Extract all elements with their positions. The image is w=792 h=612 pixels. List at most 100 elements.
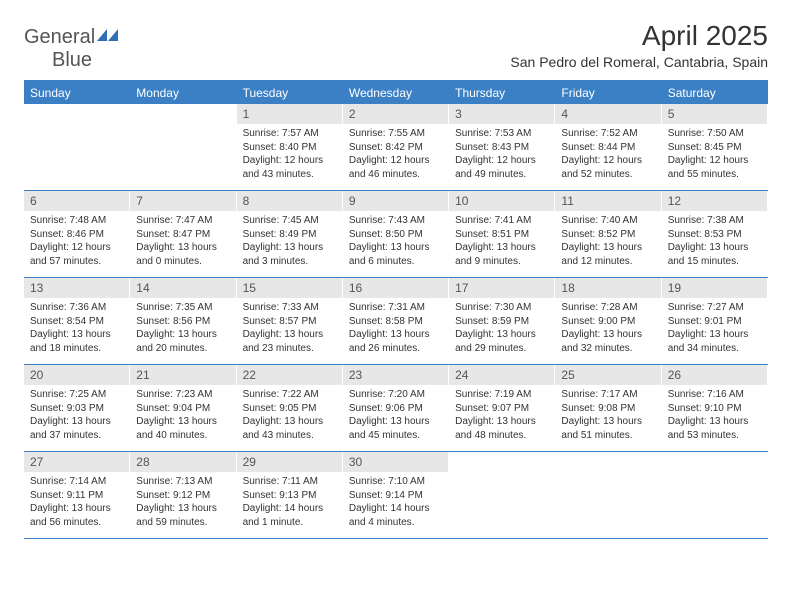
day-number: 14	[130, 278, 235, 298]
week-row: 1Sunrise: 7:57 AMSunset: 8:40 PMDaylight…	[24, 104, 768, 191]
sunset-line: Sunset: 8:52 PM	[561, 228, 654, 242]
daylight-line: Daylight: 13 hours and 51 minutes.	[561, 415, 654, 442]
daylight-line: Daylight: 13 hours and 6 minutes.	[349, 241, 442, 268]
day-cell: 19Sunrise: 7:27 AMSunset: 9:01 PMDayligh…	[662, 278, 768, 364]
daylight-line: Daylight: 13 hours and 45 minutes.	[349, 415, 442, 442]
day-number: 30	[343, 452, 448, 472]
sunset-line: Sunset: 9:05 PM	[243, 402, 336, 416]
weeks-container: 1Sunrise: 7:57 AMSunset: 8:40 PMDaylight…	[24, 104, 768, 539]
empty-cell	[130, 104, 236, 190]
daylight-line: Daylight: 13 hours and 43 minutes.	[243, 415, 336, 442]
day-details: Sunrise: 7:30 AMSunset: 8:59 PMDaylight:…	[449, 298, 554, 361]
sunrise-line: Sunrise: 7:17 AM	[561, 388, 654, 402]
daylight-line: Daylight: 13 hours and 15 minutes.	[668, 241, 761, 268]
day-of-week-header: SundayMondayTuesdayWednesdayThursdayFrid…	[24, 82, 768, 104]
sunset-line: Sunset: 9:07 PM	[455, 402, 548, 416]
day-details: Sunrise: 7:25 AMSunset: 9:03 PMDaylight:…	[24, 385, 129, 448]
day-cell: 18Sunrise: 7:28 AMSunset: 9:00 PMDayligh…	[555, 278, 661, 364]
sunset-line: Sunset: 9:14 PM	[349, 489, 442, 503]
calendar-grid: SundayMondayTuesdayWednesdayThursdayFrid…	[24, 80, 768, 539]
day-details: Sunrise: 7:40 AMSunset: 8:52 PMDaylight:…	[555, 211, 660, 274]
sunset-line: Sunset: 9:06 PM	[349, 402, 442, 416]
day-details: Sunrise: 7:55 AMSunset: 8:42 PMDaylight:…	[343, 124, 448, 187]
day-details: Sunrise: 7:57 AMSunset: 8:40 PMDaylight:…	[237, 124, 342, 187]
sunrise-line: Sunrise: 7:23 AM	[136, 388, 229, 402]
dow-header-sunday: Sunday	[24, 82, 130, 104]
daylight-line: Daylight: 13 hours and 18 minutes.	[30, 328, 123, 355]
sunrise-line: Sunrise: 7:25 AM	[30, 388, 123, 402]
day-details: Sunrise: 7:45 AMSunset: 8:49 PMDaylight:…	[237, 211, 342, 274]
day-cell: 6Sunrise: 7:48 AMSunset: 8:46 PMDaylight…	[24, 191, 130, 277]
daylight-line: Daylight: 12 hours and 43 minutes.	[243, 154, 336, 181]
sunset-line: Sunset: 8:43 PM	[455, 141, 548, 155]
day-number: 1	[237, 104, 342, 124]
sunrise-line: Sunrise: 7:45 AM	[243, 214, 336, 228]
day-number: 28	[130, 452, 235, 472]
day-number: 24	[449, 365, 554, 385]
day-details: Sunrise: 7:50 AMSunset: 8:45 PMDaylight:…	[662, 124, 767, 187]
sunset-line: Sunset: 9:08 PM	[561, 402, 654, 416]
daylight-line: Daylight: 13 hours and 9 minutes.	[455, 241, 548, 268]
sunrise-line: Sunrise: 7:28 AM	[561, 301, 654, 315]
day-cell: 11Sunrise: 7:40 AMSunset: 8:52 PMDayligh…	[555, 191, 661, 277]
day-cell: 21Sunrise: 7:23 AMSunset: 9:04 PMDayligh…	[130, 365, 236, 451]
sunrise-line: Sunrise: 7:43 AM	[349, 214, 442, 228]
sunset-line: Sunset: 8:45 PM	[668, 141, 761, 155]
daylight-line: Daylight: 13 hours and 40 minutes.	[136, 415, 229, 442]
daylight-line: Daylight: 13 hours and 20 minutes.	[136, 328, 229, 355]
day-cell: 22Sunrise: 7:22 AMSunset: 9:05 PMDayligh…	[237, 365, 343, 451]
day-details: Sunrise: 7:31 AMSunset: 8:58 PMDaylight:…	[343, 298, 448, 361]
day-details: Sunrise: 7:43 AMSunset: 8:50 PMDaylight:…	[343, 211, 448, 274]
sunset-line: Sunset: 9:13 PM	[243, 489, 336, 503]
day-cell: 23Sunrise: 7:20 AMSunset: 9:06 PMDayligh…	[343, 365, 449, 451]
day-number: 15	[237, 278, 342, 298]
day-number: 8	[237, 191, 342, 211]
daylight-line: Daylight: 13 hours and 56 minutes.	[30, 502, 123, 529]
dow-header-friday: Friday	[555, 82, 661, 104]
empty-cell	[555, 452, 661, 538]
day-details: Sunrise: 7:36 AMSunset: 8:54 PMDaylight:…	[24, 298, 129, 361]
day-cell: 7Sunrise: 7:47 AMSunset: 8:47 PMDaylight…	[130, 191, 236, 277]
daylight-line: Daylight: 13 hours and 37 minutes.	[30, 415, 123, 442]
day-number: 2	[343, 104, 448, 124]
day-cell: 14Sunrise: 7:35 AMSunset: 8:56 PMDayligh…	[130, 278, 236, 364]
daylight-line: Daylight: 13 hours and 53 minutes.	[668, 415, 761, 442]
empty-cell	[24, 104, 130, 190]
week-row: 6Sunrise: 7:48 AMSunset: 8:46 PMDaylight…	[24, 191, 768, 278]
day-cell: 3Sunrise: 7:53 AMSunset: 8:43 PMDaylight…	[449, 104, 555, 190]
day-number: 16	[343, 278, 448, 298]
sunrise-line: Sunrise: 7:16 AM	[668, 388, 761, 402]
day-number: 10	[449, 191, 554, 211]
dow-header-monday: Monday	[130, 82, 236, 104]
sunset-line: Sunset: 9:11 PM	[30, 489, 123, 503]
day-details: Sunrise: 7:47 AMSunset: 8:47 PMDaylight:…	[130, 211, 235, 274]
day-number: 9	[343, 191, 448, 211]
sunrise-line: Sunrise: 7:50 AM	[668, 127, 761, 141]
daylight-line: Daylight: 13 hours and 59 minutes.	[136, 502, 229, 529]
day-cell: 5Sunrise: 7:50 AMSunset: 8:45 PMDaylight…	[662, 104, 768, 190]
sunset-line: Sunset: 8:40 PM	[243, 141, 336, 155]
logo-text: General Blue	[24, 26, 119, 72]
week-row: 13Sunrise: 7:36 AMSunset: 8:54 PMDayligh…	[24, 278, 768, 365]
sunrise-line: Sunrise: 7:14 AM	[30, 475, 123, 489]
day-number: 21	[130, 365, 235, 385]
daylight-line: Daylight: 13 hours and 26 minutes.	[349, 328, 442, 355]
sunrise-line: Sunrise: 7:11 AM	[243, 475, 336, 489]
sunset-line: Sunset: 8:54 PM	[30, 315, 123, 329]
sunset-line: Sunset: 8:42 PM	[349, 141, 442, 155]
sunset-line: Sunset: 9:12 PM	[136, 489, 229, 503]
day-number: 13	[24, 278, 129, 298]
sunrise-line: Sunrise: 7:20 AM	[349, 388, 442, 402]
day-details: Sunrise: 7:16 AMSunset: 9:10 PMDaylight:…	[662, 385, 767, 448]
sunrise-line: Sunrise: 7:48 AM	[30, 214, 123, 228]
day-details: Sunrise: 7:41 AMSunset: 8:51 PMDaylight:…	[449, 211, 554, 274]
sunset-line: Sunset: 8:58 PM	[349, 315, 442, 329]
day-details: Sunrise: 7:13 AMSunset: 9:12 PMDaylight:…	[130, 472, 235, 535]
sunset-line: Sunset: 9:10 PM	[668, 402, 761, 416]
day-details: Sunrise: 7:22 AMSunset: 9:05 PMDaylight:…	[237, 385, 342, 448]
day-cell: 13Sunrise: 7:36 AMSunset: 8:54 PMDayligh…	[24, 278, 130, 364]
month-title: April 2025	[510, 20, 768, 52]
day-details: Sunrise: 7:17 AMSunset: 9:08 PMDaylight:…	[555, 385, 660, 448]
day-number: 20	[24, 365, 129, 385]
day-details: Sunrise: 7:10 AMSunset: 9:14 PMDaylight:…	[343, 472, 448, 535]
